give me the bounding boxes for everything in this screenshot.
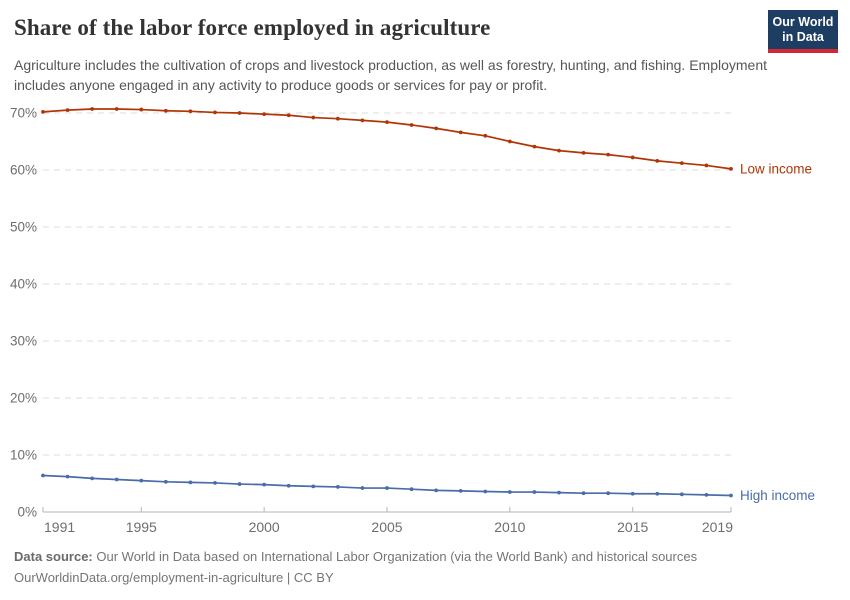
y-tick-label: 10% — [10, 448, 37, 463]
owid-logo[interactable]: Our World in Data — [768, 10, 838, 53]
series-point-high-income[interactable] — [655, 491, 660, 496]
series-point-high-income[interactable] — [630, 491, 635, 496]
series-point-high-income[interactable] — [704, 493, 709, 497]
series-point-low-income[interactable] — [679, 161, 684, 166]
series-point-low-income[interactable] — [139, 107, 144, 112]
x-tick-label: 2019 — [702, 519, 733, 535]
series-point-low-income[interactable] — [655, 158, 660, 163]
series-point-high-income[interactable] — [90, 476, 95, 481]
chart-url-link[interactable]: OurWorldinData.org/employment-in-agricul… — [14, 570, 284, 585]
series-point-low-income[interactable] — [557, 148, 561, 153]
y-tick-label: 60% — [10, 163, 37, 178]
series-point-low-income[interactable] — [65, 108, 70, 113]
series-point-high-income[interactable] — [65, 474, 70, 479]
series-point-low-income[interactable] — [581, 151, 586, 155]
x-tick-label: 2015 — [617, 519, 648, 535]
series-point-high-income[interactable] — [606, 491, 611, 496]
series-point-low-income[interactable] — [286, 113, 291, 118]
series-point-high-income[interactable] — [286, 483, 291, 488]
y-tick-label: 70% — [10, 106, 37, 121]
series-point-low-income[interactable] — [114, 107, 119, 111]
series-point-low-income[interactable] — [729, 166, 733, 171]
license-line: OurWorldinData.org/employment-in-agricul… — [14, 567, 697, 588]
y-tick-label: 30% — [10, 334, 37, 349]
x-tick-label: 2000 — [249, 519, 280, 535]
series-point-high-income[interactable] — [163, 479, 168, 484]
series-point-low-income[interactable] — [335, 116, 340, 121]
series-point-low-income[interactable] — [704, 163, 709, 168]
series-label-high-income[interactable]: High income — [740, 488, 815, 503]
line-chart: 0% 10% 20% 30% 40% 50% 60% 70% 1991 1995 2000 2005 2… — [0, 100, 850, 545]
series-point-low-income[interactable] — [163, 108, 168, 113]
chart-svg: 0% 10% 20% 30% 40% 50% 60% 70% 1991 1995 2000 2005 2… — [10, 106, 815, 536]
series-point-high-income[interactable] — [311, 484, 316, 489]
series-point-high-income[interactable] — [139, 478, 144, 483]
series-point-low-income[interactable] — [213, 110, 217, 115]
y-tick-label: 40% — [10, 277, 37, 292]
series-line-low-income[interactable] — [42, 108, 732, 170]
series-point-high-income[interactable] — [434, 488, 439, 493]
series-point-low-income[interactable] — [483, 133, 488, 138]
series-point-low-income[interactable] — [434, 126, 439, 131]
series-point-high-income[interactable] — [237, 482, 242, 486]
series-point-high-income[interactable] — [581, 491, 586, 496]
x-tick-label: 1991 — [44, 519, 75, 535]
series-point-high-income[interactable] — [41, 473, 45, 478]
series-point-high-income[interactable] — [262, 482, 267, 487]
series-point-high-income[interactable] — [507, 490, 512, 494]
series-point-low-income[interactable] — [409, 123, 414, 127]
series-point-low-income[interactable] — [262, 112, 267, 117]
y-tick-label: 0% — [17, 505, 37, 520]
series-point-high-income[interactable] — [532, 490, 537, 494]
series-point-low-income[interactable] — [41, 109, 45, 114]
series-point-low-income[interactable] — [630, 155, 635, 160]
x-tick-label: 1995 — [126, 519, 157, 535]
series-point-high-income[interactable] — [360, 486, 365, 490]
data-source-text: Our World in Data based on International… — [96, 549, 698, 564]
series-point-high-income[interactable] — [409, 487, 414, 492]
x-tick-label: 2010 — [494, 519, 525, 535]
series-point-low-income[interactable] — [237, 111, 242, 115]
series-line-high-income[interactable] — [42, 474, 732, 497]
series-point-high-income[interactable] — [557, 490, 561, 495]
series-point-low-income[interactable] — [385, 120, 389, 125]
data-source-line: Data source: Our World in Data based on … — [14, 546, 697, 567]
series-point-high-income[interactable] — [729, 493, 733, 498]
series-point-high-income[interactable] — [483, 489, 488, 494]
series-point-low-income[interactable] — [311, 115, 316, 120]
series-point-low-income[interactable] — [606, 152, 611, 157]
data-source-label: Data source: — [14, 549, 93, 564]
series-point-low-income[interactable] — [90, 107, 95, 111]
series-point-low-income[interactable] — [360, 118, 365, 123]
chart-footer: Data source: Our World in Data based on … — [14, 546, 697, 588]
series-point-high-income[interactable] — [213, 481, 217, 485]
series-point-low-income[interactable] — [188, 109, 193, 114]
series-point-high-income[interactable] — [679, 492, 684, 497]
y-tick-label: 50% — [10, 220, 37, 235]
series-point-high-income[interactable] — [114, 477, 119, 482]
chart-subtitle: Agriculture includes the cultivation of … — [14, 57, 768, 93]
series-point-low-income[interactable] — [458, 130, 463, 135]
series-point-high-income[interactable] — [335, 485, 340, 489]
series-point-high-income[interactable] — [188, 480, 193, 485]
series-point-low-income[interactable] — [507, 139, 512, 144]
license-text: | CC BY — [286, 570, 334, 585]
page-title: Share of the labor force employed in agr… — [14, 15, 491, 40]
owid-logo-line2: in Data — [782, 30, 824, 44]
series-point-high-income[interactable] — [385, 486, 389, 490]
series-point-low-income[interactable] — [532, 144, 537, 149]
owid-logo-line1: Our World — [772, 15, 834, 29]
x-tick-label: 2005 — [371, 519, 402, 535]
series-point-high-income[interactable] — [458, 489, 463, 493]
y-tick-label: 20% — [10, 391, 37, 406]
series-label-low-income[interactable]: Low income — [740, 161, 812, 176]
